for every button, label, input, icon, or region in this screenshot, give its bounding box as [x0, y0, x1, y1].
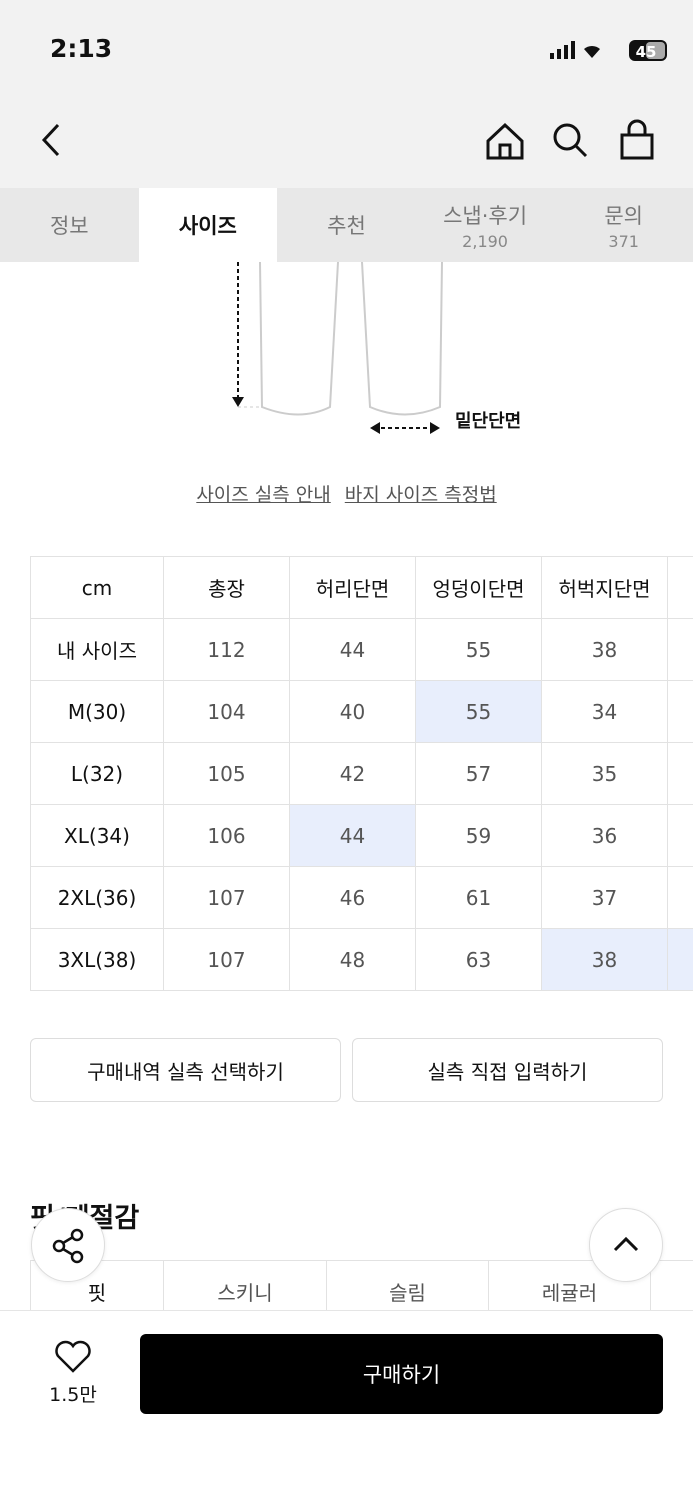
cell: 35	[542, 743, 668, 805]
button[interactable]: 구매내역 실측 선택하기	[30, 1038, 341, 1102]
cell: 40	[290, 681, 416, 743]
cell: 48	[290, 929, 416, 991]
cell: 61	[416, 867, 542, 929]
tab-label: 스냅·후기	[443, 200, 527, 230]
status-time: 2:13	[50, 34, 112, 63]
status-icons: 45	[548, 38, 673, 64]
cell: 107	[164, 929, 290, 991]
home[interactable]	[488, 125, 522, 158]
row-label: L(32)	[31, 743, 164, 805]
cell: 44	[290, 805, 416, 867]
cell	[668, 805, 693, 867]
cell	[668, 681, 693, 743]
tab-label: 정보	[50, 210, 89, 240]
up-icon	[590, 1209, 662, 1281]
buy-button[interactable]: 구매하기	[140, 1334, 663, 1414]
cell: 104	[164, 681, 290, 743]
links: 사이즈 실측 안내 바지 사이즈 측정법	[0, 480, 693, 507]
header-cell: 엉덩이단면	[416, 557, 542, 619]
header-cell: 총장	[164, 557, 290, 619]
cell: 38	[542, 619, 668, 681]
share-icon	[32, 1209, 104, 1281]
cell	[668, 867, 693, 929]
size-diagram: 밑단단면	[0, 262, 693, 442]
cell: 105	[164, 743, 290, 805]
tab-label: 문의	[604, 200, 643, 230]
cell: 107	[164, 867, 290, 929]
cell	[668, 743, 693, 805]
cell: 55	[416, 619, 542, 681]
row-label: 2XL(36)	[31, 867, 164, 929]
cell: 42	[290, 743, 416, 805]
link[interactable]: 바지 사이즈 측정법	[345, 484, 497, 506]
cell: 46	[290, 867, 416, 929]
cell: 55	[416, 681, 542, 743]
nav-icons	[30, 115, 670, 167]
row-label: M(30)	[31, 681, 164, 743]
hem-label: 밑단단면	[455, 411, 521, 432]
tab[interactable]: 추천	[277, 188, 416, 262]
cell: 34	[542, 681, 668, 743]
button[interactable]: 실측 직접 입력하기	[352, 1038, 663, 1102]
cell: 38	[542, 929, 668, 991]
row-label: 내 사이즈	[31, 619, 164, 681]
cell: 스키니	[164, 1261, 327, 1311]
search[interactable]	[555, 125, 586, 156]
header-cell: cm	[31, 557, 164, 619]
row-label: XL(34)	[31, 805, 164, 867]
back[interactable]	[44, 125, 58, 155]
tab[interactable]: 사이즈	[139, 188, 278, 262]
cell: 44	[290, 619, 416, 681]
tab-bar: 정보 사이즈 추천 스냅·후기 2,190 문의 371	[0, 188, 693, 262]
cell: 37	[542, 867, 668, 929]
row-label: 3XL(38)	[31, 929, 164, 991]
cell	[668, 929, 693, 991]
cell: 57	[416, 743, 542, 805]
battery-level: 45	[636, 43, 657, 61]
header-cell: 허리단면	[290, 557, 416, 619]
cell	[668, 619, 693, 681]
share-button[interactable]	[31, 1208, 105, 1282]
tab[interactable]: 문의 371	[554, 188, 693, 262]
scroll-top-button[interactable]	[589, 1208, 663, 1282]
like-count: 1.5만	[30, 1380, 116, 1407]
tab[interactable]: 정보	[0, 188, 139, 262]
cell: 112	[164, 619, 290, 681]
cell: 36	[542, 805, 668, 867]
cell	[668, 557, 693, 619]
tab-count: 371	[608, 232, 639, 251]
link[interactable]: 사이즈 실측 안내	[196, 484, 330, 506]
tab-label: 추천	[327, 210, 366, 240]
cell: 106	[164, 805, 290, 867]
cart[interactable]	[622, 121, 652, 158]
cell: 슬림	[327, 1261, 489, 1311]
cell: 59	[416, 805, 542, 867]
tab[interactable]: 스냅·후기 2,190	[416, 188, 555, 262]
cell: 63	[416, 929, 542, 991]
header-cell: 허벅지단면	[542, 557, 668, 619]
like-button[interactable]	[53, 1340, 93, 1374]
tab-count: 2,190	[462, 232, 508, 251]
tab-label: 사이즈	[179, 210, 237, 240]
